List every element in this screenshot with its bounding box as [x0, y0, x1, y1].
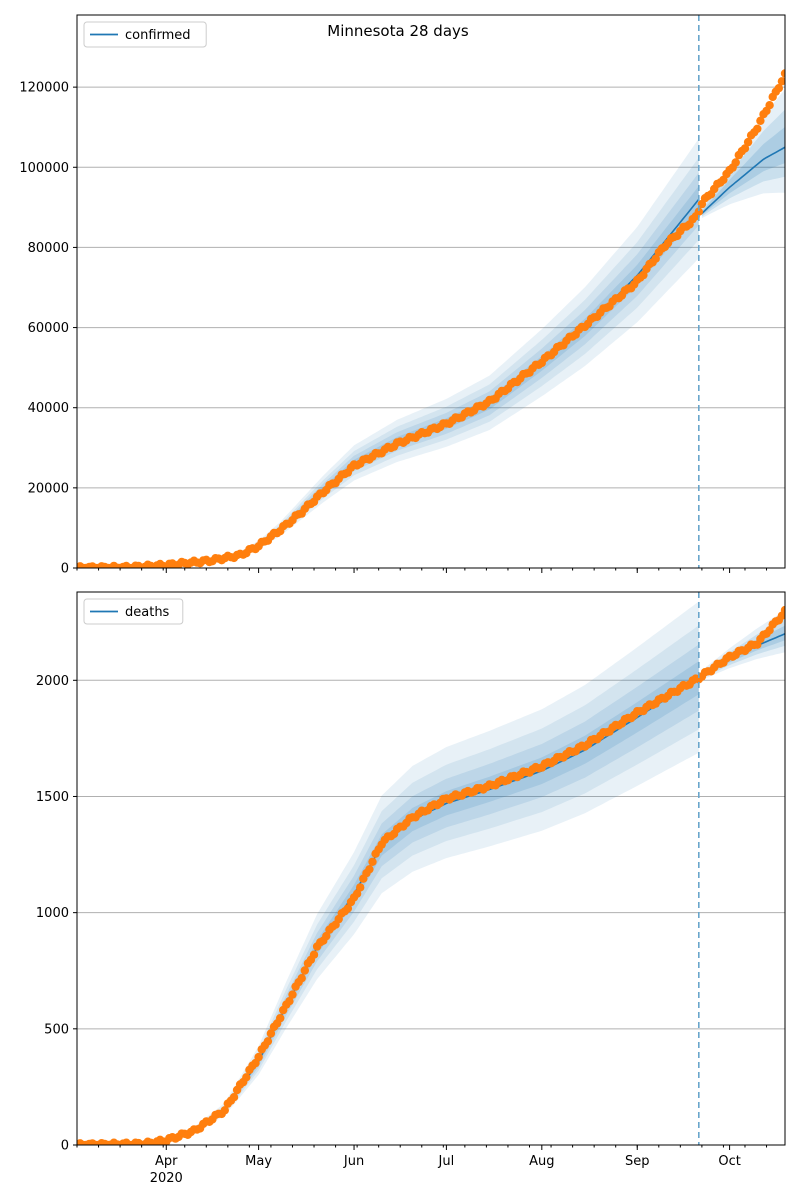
- observed-point: [300, 966, 309, 975]
- y-tick-label: 120000: [19, 81, 69, 96]
- legend-box: [83, 598, 184, 625]
- observed-point: [694, 207, 703, 216]
- plot-area: [77, 69, 785, 568]
- observed-point: [242, 1073, 251, 1082]
- observed-point: [297, 974, 306, 983]
- observed-point: [220, 1106, 229, 1115]
- forecast-line: [701, 146, 785, 214]
- x-tick-label: Oct: [718, 1154, 740, 1169]
- legend-label: deaths: [125, 605, 170, 620]
- fit-uncertainty-band: [77, 186, 699, 568]
- observed-point: [774, 84, 783, 93]
- y-tick-label: 1500: [36, 790, 69, 805]
- figure-title: Minnesota 28 days: [327, 22, 469, 40]
- observed-point: [365, 865, 374, 874]
- x-tick-label: May: [245, 1154, 272, 1169]
- observed-point: [780, 69, 785, 78]
- fit-uncertainty-band: [77, 601, 699, 1145]
- plot-area: [77, 601, 785, 1145]
- observed-point: [352, 889, 362, 898]
- y-tick-label: 40000: [28, 401, 69, 416]
- observed-point: [651, 254, 660, 263]
- y-tick-label: 100000: [19, 161, 69, 176]
- observed-point: [254, 1052, 263, 1062]
- observed-point: [740, 144, 750, 153]
- observed-point: [765, 101, 774, 110]
- observed-point: [368, 857, 377, 866]
- observed-point: [276, 1014, 285, 1023]
- y-tick-label: 2000: [36, 674, 69, 689]
- x-tick-label: Jun: [343, 1154, 364, 1169]
- observed-point: [309, 950, 319, 959]
- y-tick-label: 500: [44, 1022, 69, 1037]
- x-tick-label: Sep: [625, 1154, 650, 1169]
- observed-point: [753, 124, 762, 133]
- observed-point: [263, 1037, 273, 1046]
- confirmed-panel: 0 20000 40000 60000 80000 100000 120000 confirm…: [19, 14, 786, 577]
- fit-uncertainty-band: [77, 172, 699, 568]
- legend: deaths: [83, 598, 184, 625]
- y-tick-label: 0: [61, 1139, 69, 1154]
- fit-uncertainty-band: [77, 138, 699, 568]
- observed-point: [322, 931, 331, 941]
- y-tick-label: 80000: [28, 241, 69, 256]
- x-tick-label: Aug: [529, 1154, 554, 1169]
- axes-frame: [76, 591, 786, 1146]
- observed-point: [777, 77, 785, 86]
- axes-frame: [76, 14, 786, 569]
- y-tick-label: 20000: [28, 481, 69, 496]
- x-tick-sublabel: 2020: [150, 1171, 183, 1186]
- fit-line: [77, 198, 700, 568]
- legend-box: [83, 21, 207, 48]
- legend-label: confirmed: [125, 28, 191, 43]
- deaths-panel: 0 500 1000 1500 2000 Apr 2020 May Jun Jul Aug Sep Oc…: [36, 591, 786, 1186]
- observed-point: [229, 1093, 239, 1102]
- y-tick-label: 0: [61, 562, 69, 577]
- observed-point: [780, 605, 785, 615]
- observed-point: [756, 116, 765, 126]
- fit-uncertainty-band: [77, 625, 699, 1145]
- y-tick-label: 60000: [28, 321, 69, 336]
- observed-point: [285, 997, 294, 1006]
- y-tick-label: 1000: [36, 906, 69, 921]
- observed-point: [731, 158, 740, 167]
- observed-point: [743, 137, 753, 147]
- x-tick-label: Jul: [438, 1154, 455, 1169]
- fit-uncertainty-band: [77, 644, 699, 1145]
- observed-point: [266, 1029, 276, 1038]
- observed-point: [288, 990, 297, 999]
- fit-uncertainty-band: [77, 157, 699, 568]
- observed-point: [356, 883, 365, 892]
- forecast-uncertainty-band: [701, 109, 785, 217]
- observed-point: [343, 904, 353, 913]
- observed-point: [639, 270, 648, 280]
- legend: confirmed: [83, 21, 207, 48]
- fit-uncertainty-band: [77, 661, 699, 1145]
- x-tick-label: Apr: [155, 1154, 178, 1169]
